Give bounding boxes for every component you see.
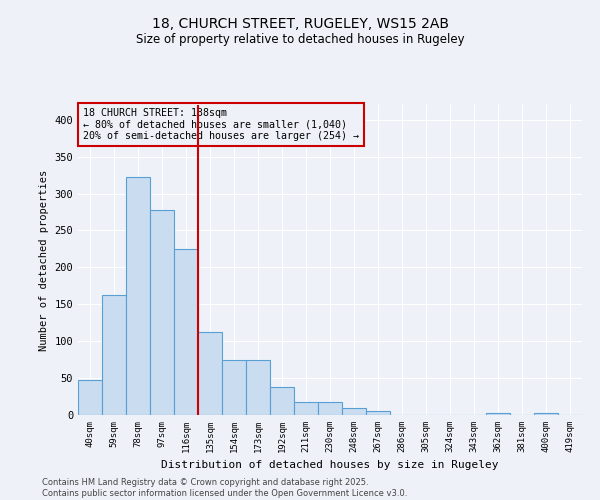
Text: Contains HM Land Registry data © Crown copyright and database right 2025.
Contai: Contains HM Land Registry data © Crown c… [42, 478, 407, 498]
Bar [174, 249, 198, 415]
Bar [366, 412, 390, 415]
Text: Size of property relative to detached houses in Rugeley: Size of property relative to detached ho… [136, 32, 464, 46]
Bar [150, 210, 174, 415]
Text: 18 CHURCH STREET: 138sqm
← 80% of detached houses are smaller (1,040)
20% of sem: 18 CHURCH STREET: 138sqm ← 80% of detach… [83, 108, 359, 142]
Bar [78, 380, 102, 415]
Bar [318, 402, 342, 415]
Bar [222, 360, 246, 415]
Bar [342, 408, 366, 415]
Bar [270, 387, 294, 415]
X-axis label: Distribution of detached houses by size in Rugeley: Distribution of detached houses by size … [161, 460, 499, 470]
Bar [102, 296, 126, 415]
Bar [534, 413, 558, 415]
Bar [126, 176, 150, 415]
Bar [198, 332, 222, 415]
Bar [486, 413, 510, 415]
Y-axis label: Number of detached properties: Number of detached properties [39, 170, 49, 350]
Bar [246, 360, 270, 415]
Bar [294, 402, 318, 415]
Text: 18, CHURCH STREET, RUGELEY, WS15 2AB: 18, CHURCH STREET, RUGELEY, WS15 2AB [151, 18, 449, 32]
